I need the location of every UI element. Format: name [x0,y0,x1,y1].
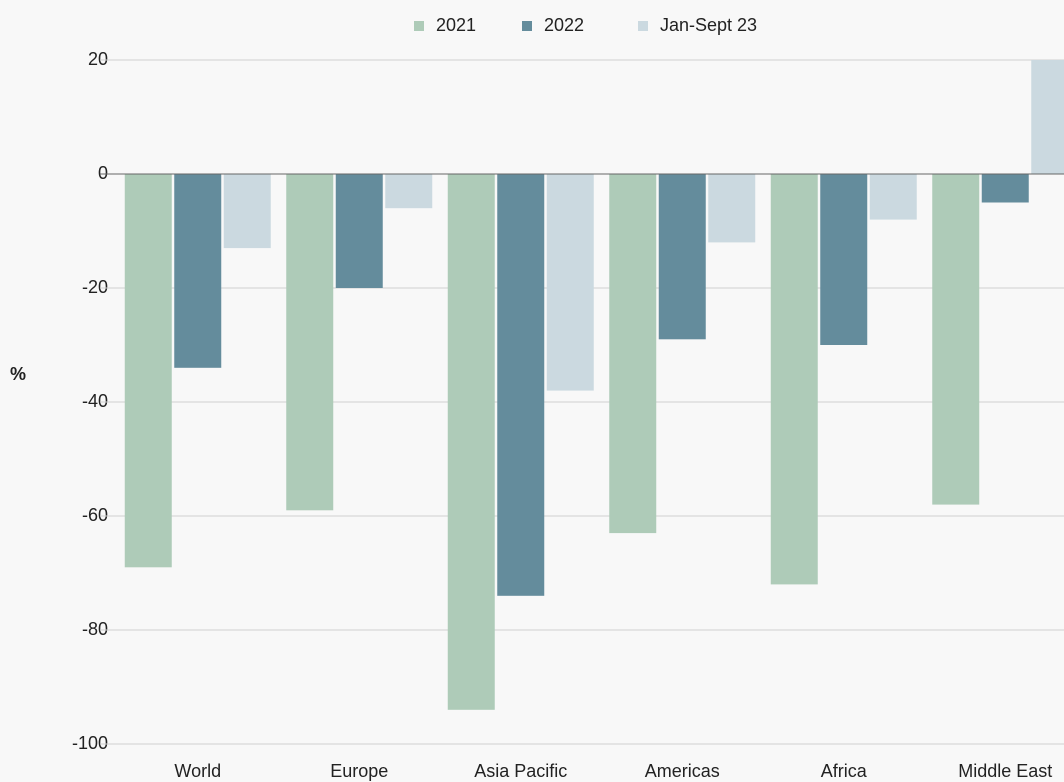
legend: 2021 2022 Jan-Sept 23 [414,15,757,35]
bar [497,174,545,596]
y-tick-label: 20 [88,49,108,69]
y-tick-label: -60 [82,505,108,525]
x-tick-label: Africa [821,761,868,781]
bar [1031,60,1064,174]
x-tick-label: Middle East [958,761,1052,781]
x-tick-label: World [174,761,221,781]
legend-label: Jan-Sept 23 [660,15,757,35]
bar [124,174,172,568]
bar [546,174,594,391]
y-tick-label: -40 [82,391,108,411]
x-tick-label: Asia Pacific [474,761,567,781]
bar [708,174,756,243]
y-tick-label: -80 [82,619,108,639]
legend-swatch [414,21,424,31]
legend-label: 2021 [436,15,476,35]
bar [447,174,495,710]
y-tick-label: -20 [82,277,108,297]
bar [286,174,334,511]
y-tick-label: -100 [72,733,108,753]
bar [770,174,818,585]
bar [385,174,433,209]
legend-swatch [522,21,532,31]
bar [174,174,222,368]
bar [981,174,1029,203]
bar [335,174,383,288]
bar [223,174,271,249]
bar [820,174,868,345]
y-tick-label: 0 [98,163,108,183]
y-axis-label: % [10,364,26,384]
legend-label: 2022 [544,15,584,35]
x-tick-label: Americas [645,761,720,781]
x-tick-label: Europe [330,761,388,781]
bar [932,174,980,505]
bar [609,174,657,534]
bar [869,174,917,220]
legend-swatch [638,21,648,31]
bar [658,174,706,340]
